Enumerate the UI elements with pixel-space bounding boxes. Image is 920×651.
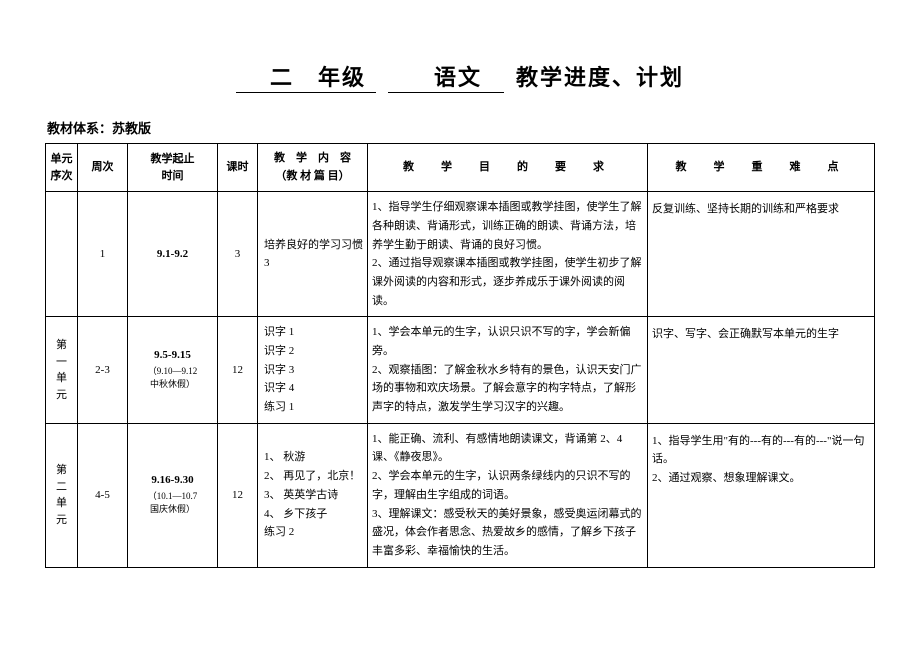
- cell-hours: 3: [218, 192, 258, 317]
- table-row: 19.1-9.23培养良好的学习习惯31、指导学生仔细观察课本插图或教学挂图，使…: [46, 192, 875, 317]
- plan-table: 单元序次 周次 教学起止时间 课时 教 学 内 容 （教 材 篇 目） 教 学 …: [45, 143, 875, 568]
- header-req: 教 学 目 的 要 求: [368, 144, 648, 192]
- cell-requirement: 1、学会本单元的生字，认识只识不写的字，学会新偏旁。2、观察插图：了解金秋水乡特…: [368, 317, 648, 423]
- cell-hours: 12: [218, 317, 258, 423]
- cell-requirement: 1、能正确、流利、有感情地朗读课文，背诵第 2、4课、《静夜思》。2、学会本单元…: [368, 423, 648, 567]
- cell-requirement: 1、指导学生仔细观察课本插图或教学挂图，使学生了解各种朗读、背诵形式，训练正确的…: [368, 192, 648, 317]
- cell-content: 培养良好的学习习惯3: [258, 192, 368, 317]
- header-unit: 单元序次: [46, 144, 78, 192]
- title-grade: 二 年级: [236, 60, 376, 93]
- title-subject: 语文: [388, 60, 504, 93]
- header-content: 教 学 内 容 （教 材 篇 目）: [258, 144, 368, 192]
- cell-week: 2-3: [78, 317, 128, 423]
- cell-keypoint: 反复训练、坚持长期的训练和严格要求: [648, 192, 875, 317]
- header-key: 教 学 重 难 点: [648, 144, 875, 192]
- page-title: 二 年级 语文 教学进度、计划: [45, 60, 875, 93]
- cell-week: 1: [78, 192, 128, 317]
- cell-keypoint: 1、指导学生用"有的---有的---有的---"说一句话。2、通过观察、想象理解…: [648, 423, 875, 567]
- cell-hours: 12: [218, 423, 258, 567]
- cell-unit: [46, 192, 78, 317]
- header-row: 单元序次 周次 教学起止时间 课时 教 学 内 容 （教 材 篇 目） 教 学 …: [46, 144, 875, 192]
- cell-time: 9.5-9.15（9.10—9.12中秋休假）: [128, 317, 218, 423]
- cell-content: 识字 1识字 2识字 3识字 4练习 1: [258, 317, 368, 423]
- title-suffix: 教学进度、计划: [516, 65, 684, 90]
- table-row: 第一单元2-39.5-9.15（9.10—9.12中秋休假）12识字 1识字 2…: [46, 317, 875, 423]
- cell-keypoint: 识字、写字、会正确默写本单元的生字: [648, 317, 875, 423]
- cell-week: 4-5: [78, 423, 128, 567]
- cell-time: 9.1-9.2: [128, 192, 218, 317]
- subtitle: 教材体系：苏教版: [47, 118, 875, 137]
- cell-unit: 第二单元: [46, 423, 78, 567]
- header-time: 教学起止时间: [128, 144, 218, 192]
- header-hours: 课时: [218, 144, 258, 192]
- cell-content: 1、 秋游2、 再见了，北京！3、 英英学古诗4、 乡下孩子练习 2: [258, 423, 368, 567]
- header-week: 周次: [78, 144, 128, 192]
- cell-unit: 第一单元: [46, 317, 78, 423]
- table-row: 第二单元4-59.16-9.30（10.1—10.7国庆休假）121、 秋游2、…: [46, 423, 875, 567]
- cell-time: 9.16-9.30（10.1—10.7国庆休假）: [128, 423, 218, 567]
